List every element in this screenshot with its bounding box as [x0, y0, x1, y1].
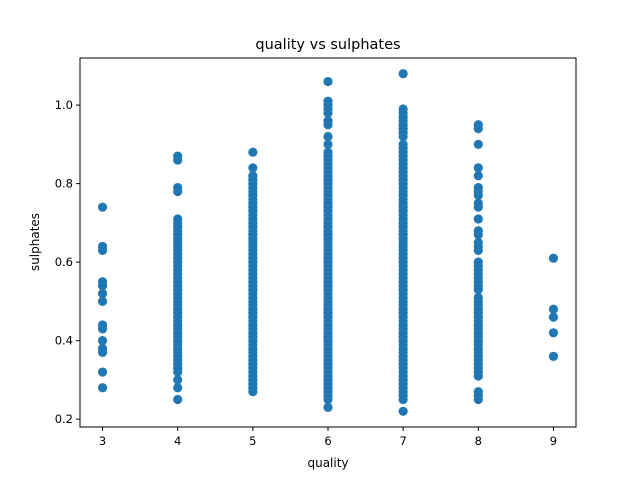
data-point: [173, 375, 183, 385]
x-axis-ticks: 3 4 5 6 7 8 9: [99, 427, 557, 448]
data-point: [248, 387, 258, 397]
data-point: [173, 155, 183, 165]
y-axis-label: sulphates: [28, 213, 42, 271]
y-tick-label: 0.4: [55, 334, 73, 348]
data-point: [323, 131, 333, 142]
data-point: [173, 367, 183, 377]
data-point: [473, 202, 483, 212]
data-point: [97, 367, 108, 377]
data-point: [473, 245, 483, 255]
data-point: [548, 328, 559, 338]
data-point: [97, 296, 108, 306]
x-tick-label: 7: [399, 434, 406, 448]
data-point: [248, 147, 258, 157]
x-tick-label: 8: [475, 434, 482, 448]
y-tick-label: 0.6: [55, 255, 73, 269]
data-point: [473, 394, 483, 405]
data-point: [323, 402, 333, 412]
data-point: [473, 371, 483, 381]
x-tick-label: 6: [324, 434, 331, 448]
data-point: [473, 124, 483, 134]
data-point: [97, 383, 108, 393]
data-point: [548, 351, 559, 361]
data-point: [323, 139, 333, 149]
data-point: [173, 394, 183, 405]
y-tick-label: 0.8: [55, 177, 73, 191]
data-point: [473, 139, 483, 149]
data-point: [323, 108, 333, 118]
data-points: [97, 69, 559, 416]
data-point: [548, 312, 559, 322]
data-point: [473, 230, 483, 240]
data-point: [97, 336, 108, 346]
x-tick-label: 4: [174, 434, 181, 448]
data-point: [398, 406, 408, 416]
y-tick-label: 0.2: [55, 412, 73, 426]
data-point: [97, 281, 108, 291]
data-point: [398, 69, 408, 79]
data-point: [398, 131, 408, 142]
data-point: [473, 285, 483, 295]
data-point: [97, 347, 108, 358]
data-point: [473, 190, 483, 200]
data-point: [323, 394, 333, 405]
data-point: [323, 76, 333, 87]
data-point: [173, 186, 183, 197]
x-axis-label: quality: [307, 456, 348, 470]
data-point: [548, 304, 559, 314]
data-point: [97, 202, 108, 212]
x-tick-label: 5: [249, 434, 256, 448]
data-point: [548, 253, 559, 263]
data-point: [97, 245, 108, 255]
data-point: [473, 163, 483, 173]
data-point: [173, 383, 183, 393]
chart-title: quality vs sulphates: [255, 37, 400, 53]
y-axis-ticks: 0.2 0.4 0.6 0.8 1.0: [55, 98, 80, 426]
y-tick-label: 1.0: [55, 98, 73, 112]
data-point: [97, 288, 108, 299]
data-point: [323, 120, 333, 130]
data-point: [248, 163, 258, 173]
x-tick-label: 3: [99, 434, 106, 448]
data-point: [473, 171, 483, 181]
data-point: [473, 214, 483, 224]
x-tick-label: 9: [550, 434, 557, 448]
data-point: [97, 324, 108, 334]
data-point: [398, 394, 408, 405]
